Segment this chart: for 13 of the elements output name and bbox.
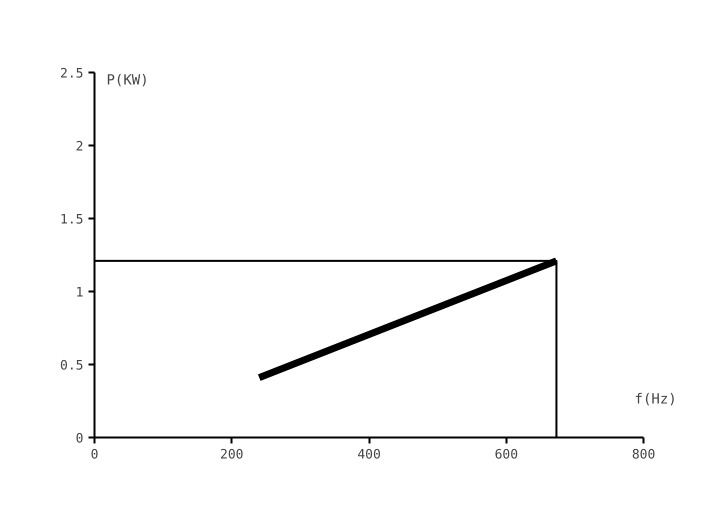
x-axis-title: f(Hz) — [634, 392, 677, 408]
x-tick-label: 400 — [357, 448, 381, 462]
y-axis-title: P(KW) — [106, 72, 149, 88]
x-tick-label: 600 — [494, 448, 518, 462]
y-tick-label: 0.5 — [60, 358, 84, 374]
y-tick-label: 2 — [76, 140, 84, 154]
y-tick-label: 1 — [76, 286, 84, 300]
y-tick-label: 0 — [76, 432, 84, 446]
y-tick-label: 2.5 — [60, 66, 84, 82]
x-tick-label: 0 — [90, 448, 98, 462]
y-tick-label: 1.5 — [60, 212, 84, 228]
x-tick-label: 200 — [220, 448, 244, 462]
x-tick-label: 800 — [632, 448, 656, 462]
